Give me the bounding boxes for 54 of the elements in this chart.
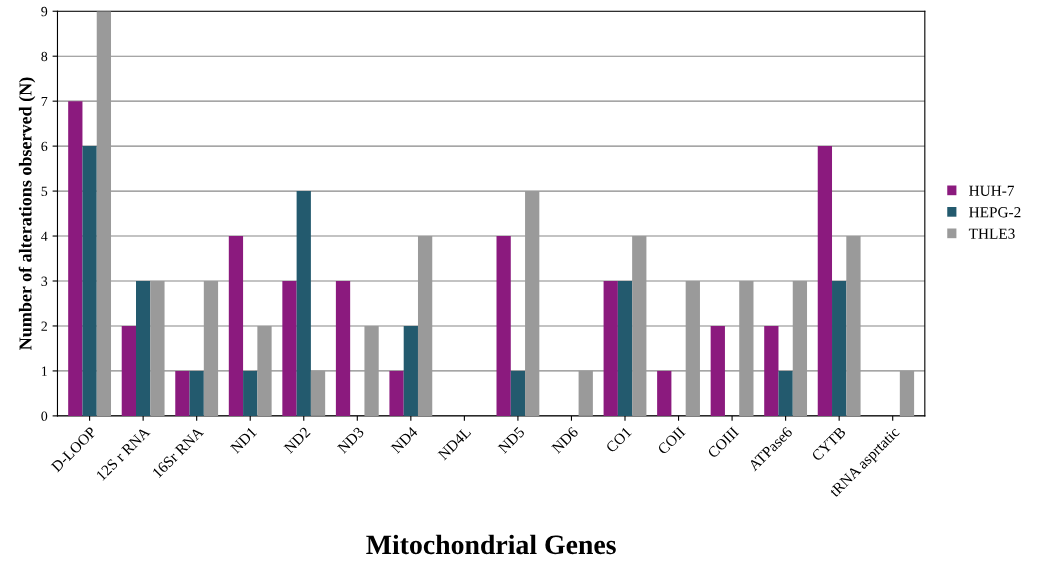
bar	[899, 370, 915, 416]
legend-label: HEPG-2	[969, 207, 1021, 218]
bar	[710, 325, 725, 416]
bar	[96, 11, 112, 416]
bar	[282, 281, 297, 416]
bar	[82, 146, 97, 416]
y-tick-label: 5	[41, 186, 48, 197]
bar	[764, 325, 779, 416]
bar	[335, 281, 351, 416]
y-tick-label: 2	[41, 321, 47, 331]
y-tick-label: 4	[41, 231, 48, 241]
y-tick-label: 8	[41, 51, 48, 62]
bar	[685, 281, 700, 416]
y-tick-label: 0	[41, 411, 48, 421]
bar	[417, 236, 433, 416]
bar	[792, 281, 808, 416]
bar	[257, 325, 272, 416]
bar	[510, 370, 526, 416]
bar	[243, 370, 258, 416]
bar	[364, 325, 379, 416]
y-tick-label: 6	[41, 141, 48, 152]
bar	[832, 281, 847, 416]
bar	[578, 370, 593, 416]
bar	[389, 370, 404, 416]
legend-label: THLE3	[968, 228, 1015, 239]
bar	[617, 281, 633, 416]
bar	[150, 281, 165, 416]
bar	[121, 325, 136, 416]
bar	[739, 281, 754, 416]
y-tick-label: 7	[41, 96, 48, 106]
bar	[496, 236, 511, 416]
bar	[632, 236, 647, 416]
bar	[228, 236, 244, 416]
bar	[296, 191, 311, 416]
x-tick-label: CO1	[605, 426, 632, 454]
bar	[203, 281, 219, 416]
bar	[175, 370, 190, 416]
bar	[817, 146, 833, 416]
y-axis-title: Number of alterations observed (N)	[18, 77, 36, 350]
bar	[603, 281, 618, 416]
bar	[525, 191, 540, 416]
bar	[846, 236, 861, 416]
bar	[68, 101, 83, 416]
bar	[310, 370, 326, 416]
bar	[403, 325, 418, 416]
x-axis-title: Mitochondrial Genes	[366, 534, 616, 555]
bar	[136, 281, 151, 416]
y-tick-label: 9	[41, 6, 48, 17]
y-tick-label: 1	[42, 366, 47, 376]
bar	[778, 370, 793, 416]
y-tick-label: 3	[41, 276, 48, 286]
bar	[189, 370, 204, 416]
legend-label: HUH-7	[969, 185, 1015, 196]
bar	[657, 370, 672, 416]
